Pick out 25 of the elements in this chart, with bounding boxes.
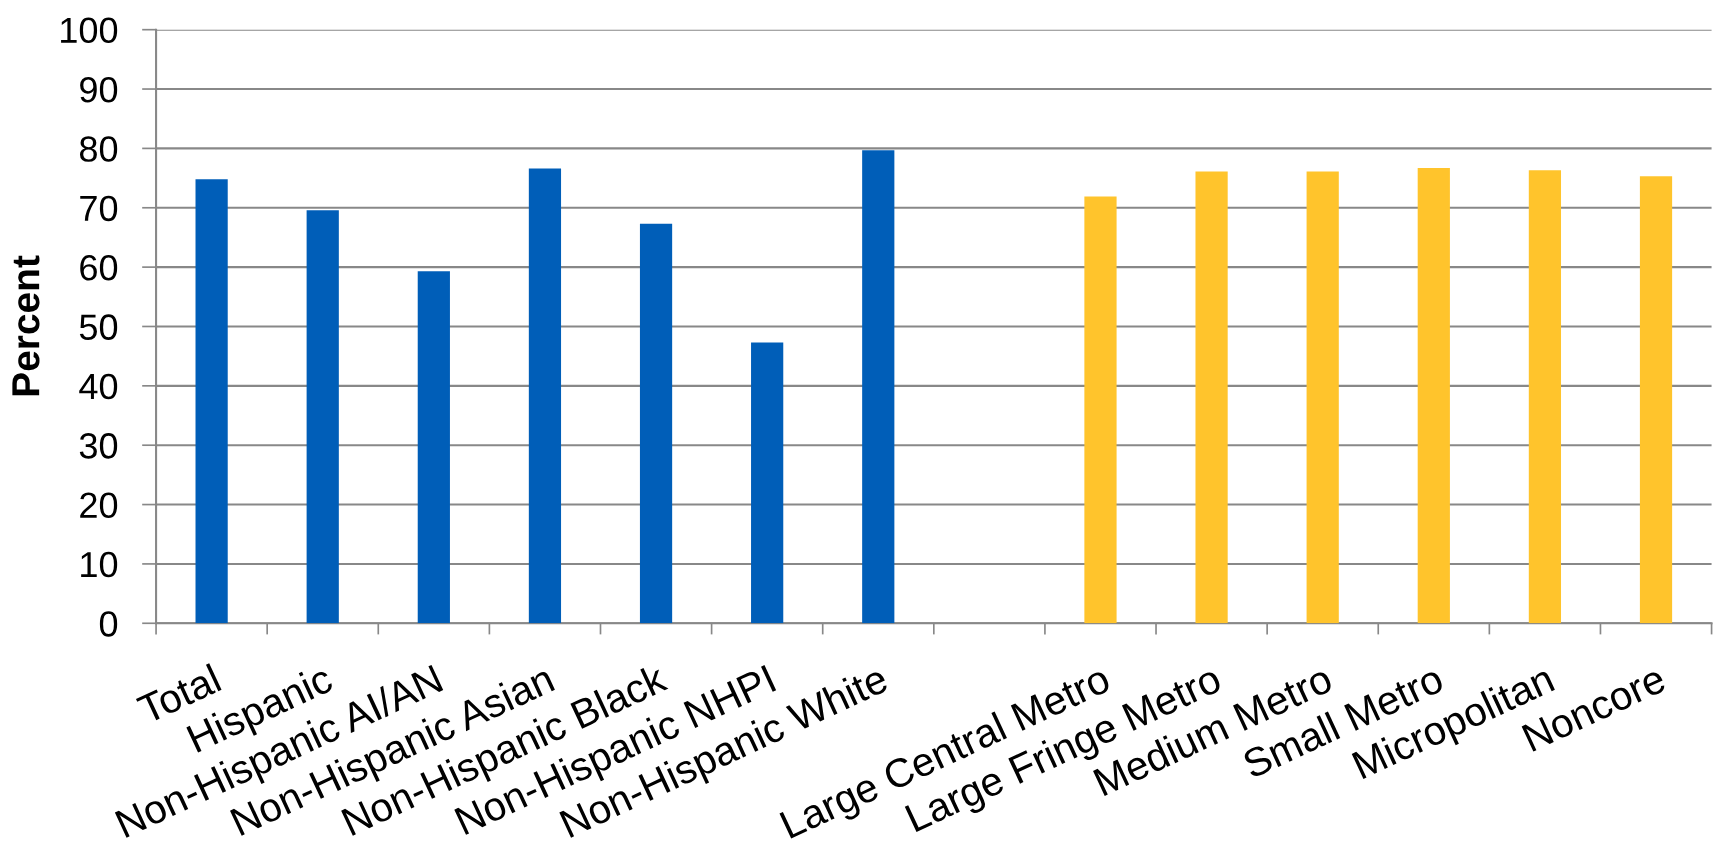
- y-tick-label: 10: [81, 551, 118, 578]
- y-tick-label: 90: [80, 76, 118, 103]
- y-axis-title: Percent: [12, 255, 40, 396]
- bar: [1306, 171, 1339, 624]
- y-tick-label: 50: [79, 314, 118, 340]
- bar: [1084, 196, 1117, 624]
- bar: [1195, 171, 1228, 624]
- y-tick-label: 40: [79, 373, 118, 400]
- y-tick-label: 20: [80, 492, 118, 518]
- y-tick-label: 70: [80, 195, 118, 222]
- bar: [862, 150, 895, 624]
- bar: [1639, 176, 1673, 624]
- y-tick-label: 0: [99, 611, 118, 637]
- bar: [417, 271, 450, 624]
- y-tick-label: 100: [61, 17, 118, 44]
- bar: [1417, 167, 1450, 624]
- bar: [639, 223, 673, 624]
- bar: [306, 210, 339, 624]
- bar: [751, 342, 784, 624]
- bar: [528, 168, 562, 624]
- y-tick-label: 30: [79, 433, 118, 459]
- y-tick-label: 80: [79, 136, 118, 162]
- y-tick-label: 60: [80, 254, 118, 281]
- bar: [1528, 170, 1562, 624]
- bar: [195, 179, 228, 624]
